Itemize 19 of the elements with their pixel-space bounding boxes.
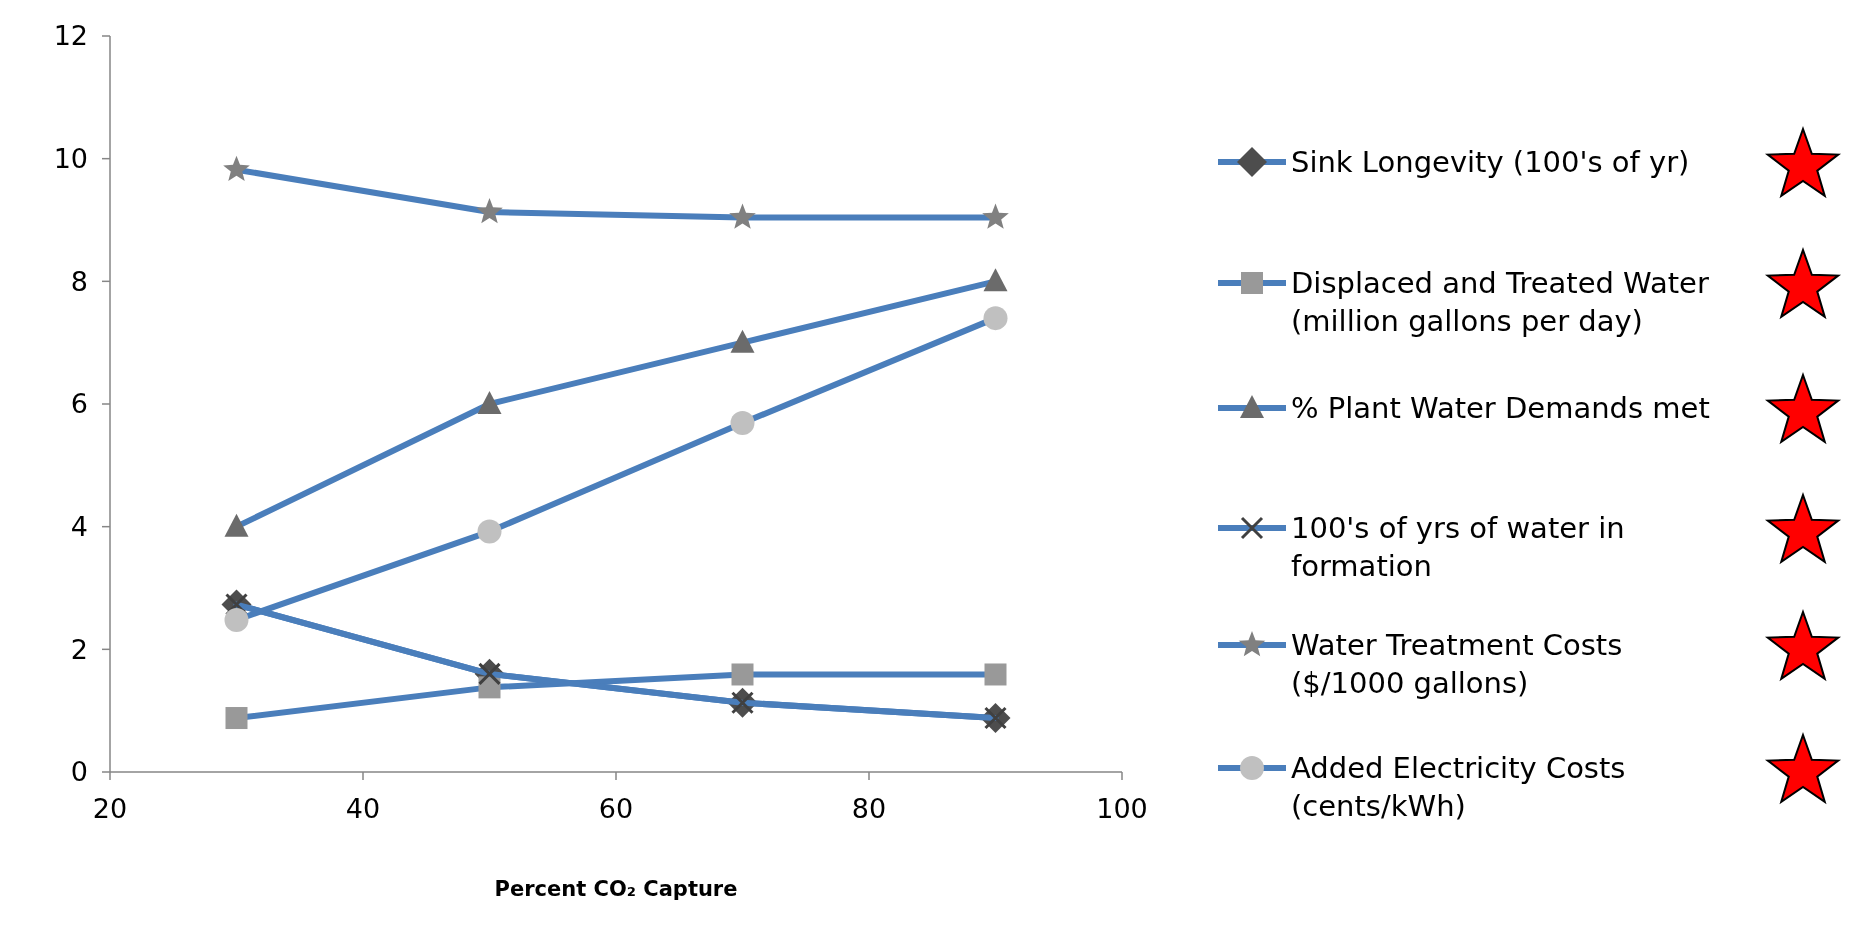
- y-tick-label: 6: [70, 388, 88, 420]
- x-tick-label: 100: [1096, 793, 1148, 824]
- x-axis-title: Percent CO₂ Capture: [494, 877, 738, 901]
- legend-label: % Plant Water Demands met: [1291, 391, 1710, 426]
- legend-label: 100's of yrs of water in formation: [1291, 511, 1625, 583]
- y-tick-label: 2: [70, 633, 88, 665]
- x-tick-label: 20: [92, 793, 128, 824]
- y-tick-label: 8: [70, 265, 88, 297]
- legend-label: Water Treatment Costs ($/1000 gallons): [1291, 628, 1623, 700]
- legend-label: Sink Longevity (100's of yr): [1291, 145, 1690, 180]
- legend-label: Added Electricity Costs (cents/kWh): [1291, 751, 1626, 823]
- x-tick-label: 80: [851, 793, 887, 824]
- y-tick-label: 10: [53, 143, 88, 175]
- y-tick-label: 0: [70, 756, 88, 788]
- x-tick-label: 40: [345, 793, 381, 824]
- legend-label: Displaced and Treated Water (million gallons per day): [1291, 266, 1709, 338]
- y-tick-label: 12: [53, 20, 88, 52]
- x-tick-label: 60: [598, 793, 634, 824]
- y-tick-label: 4: [70, 511, 88, 543]
